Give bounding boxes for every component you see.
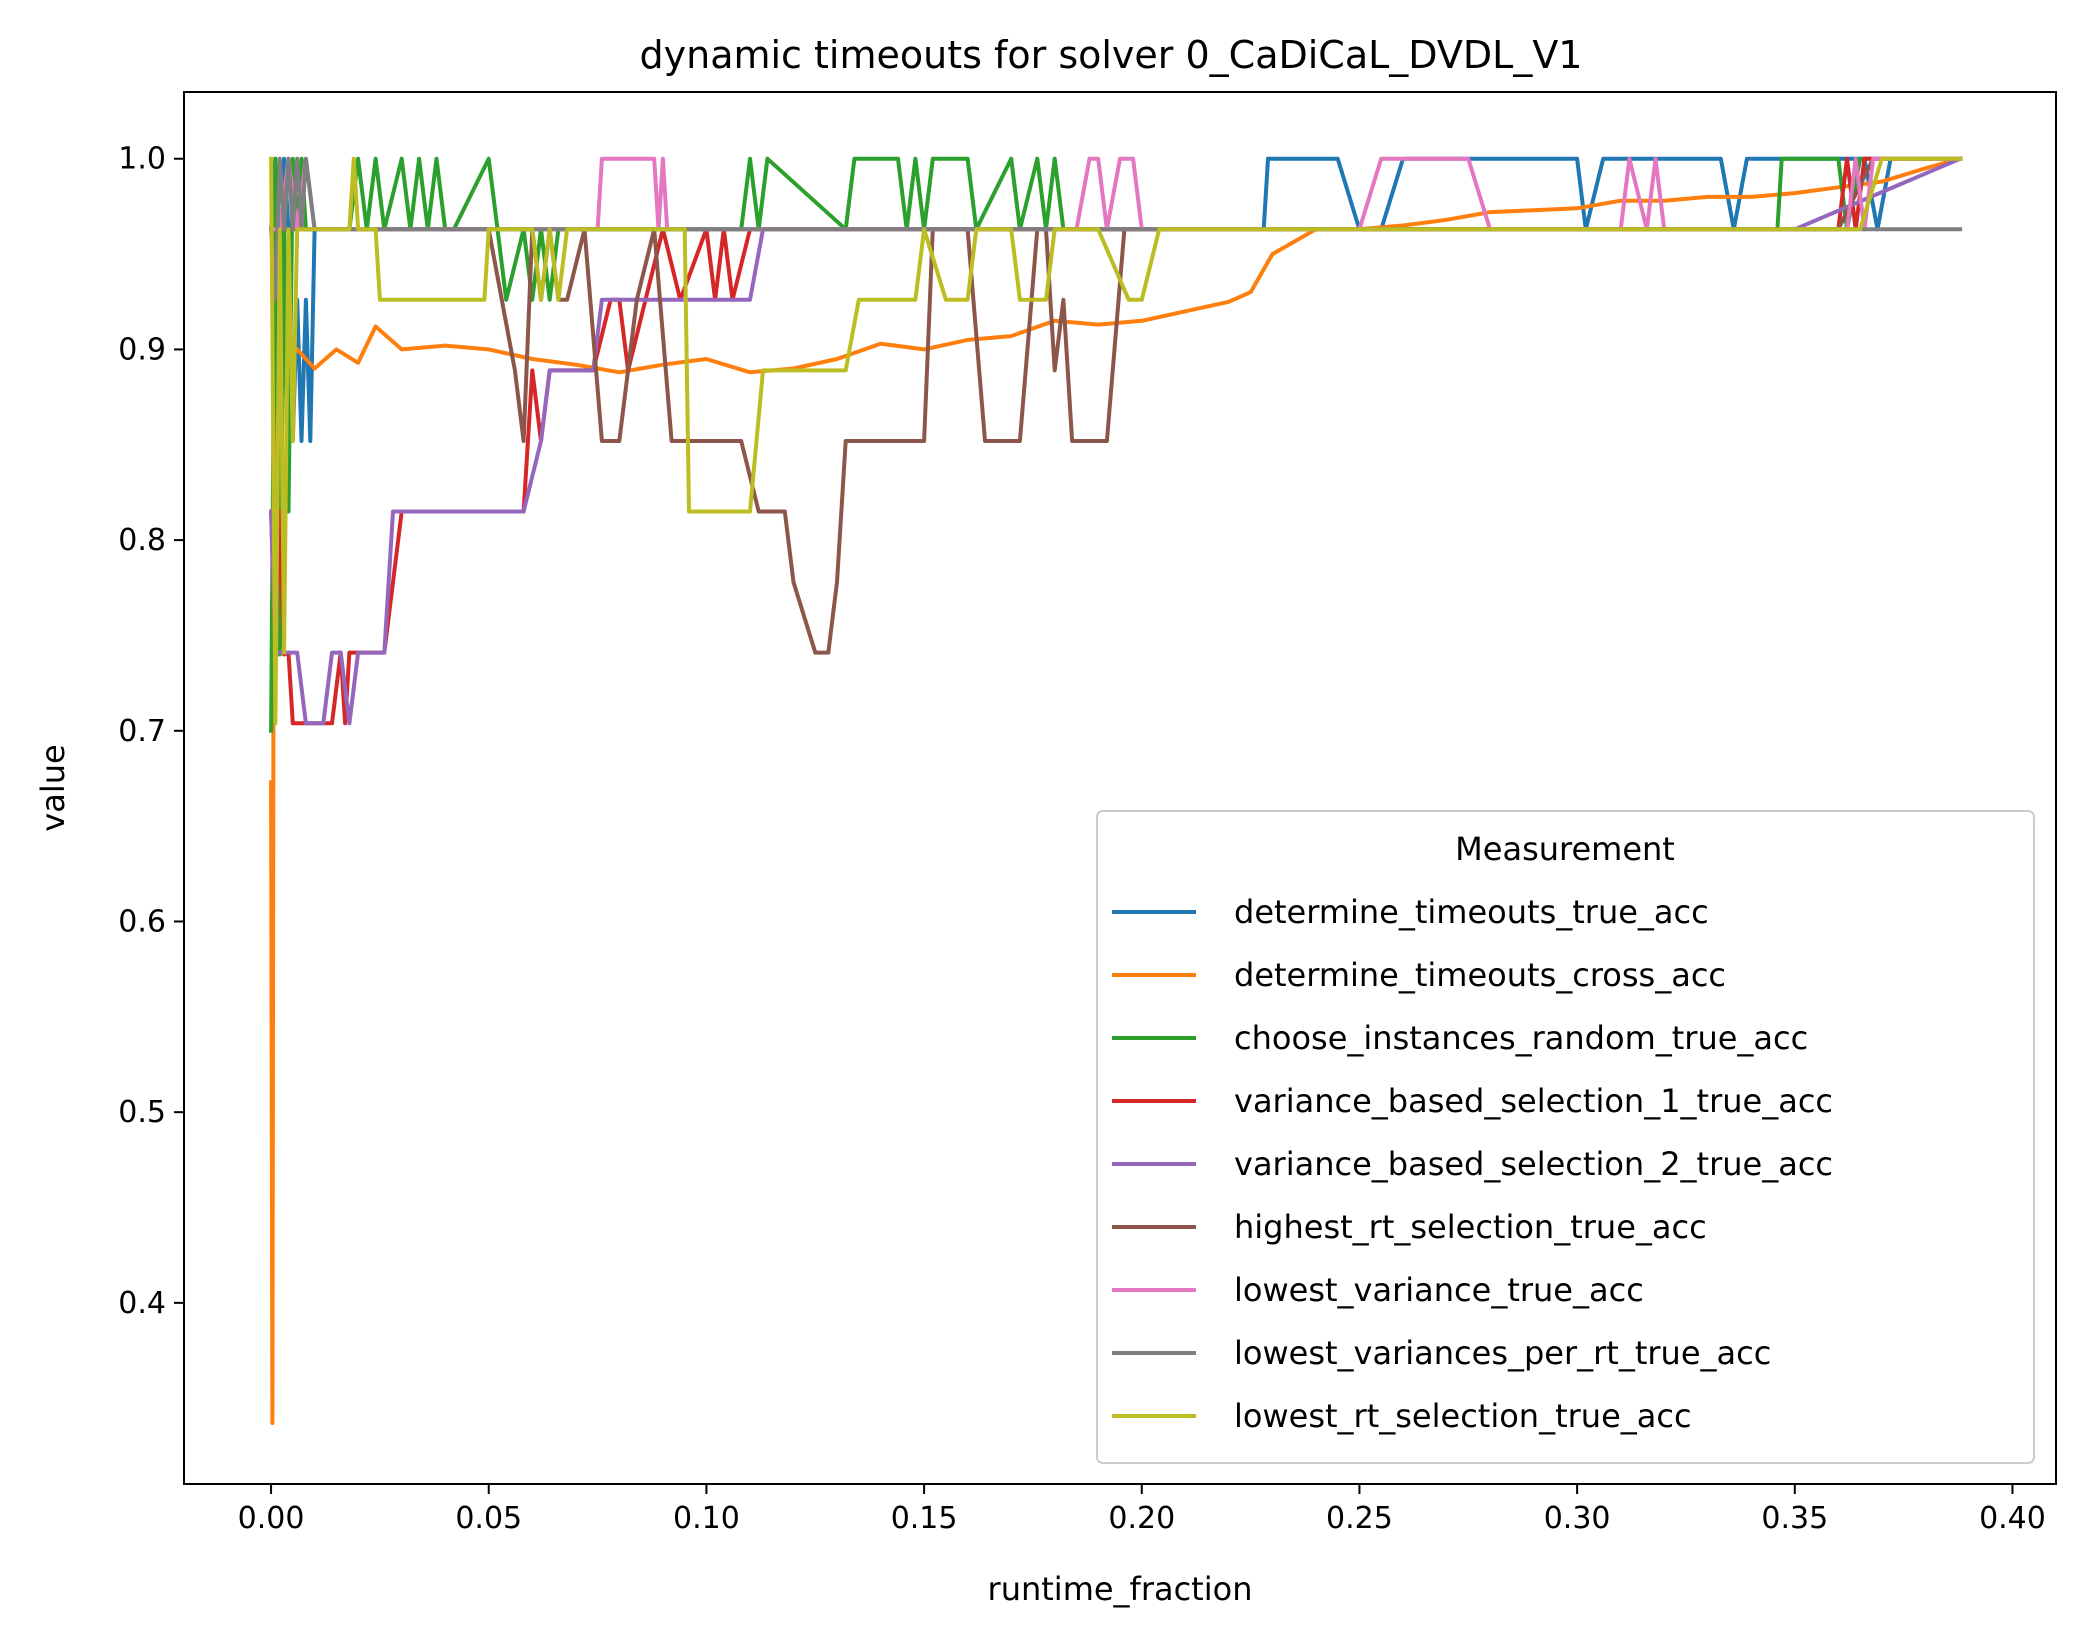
x-tick-label: 0.10 xyxy=(673,1501,740,1536)
y-tick-label: 0.4 xyxy=(118,1286,166,1321)
series-line-2 xyxy=(269,156,1963,1425)
x-tick-label: 0.40 xyxy=(1979,1501,2046,1536)
series-line-6 xyxy=(269,156,1963,655)
x-tick-label: 0.35 xyxy=(1761,1501,1828,1536)
x-tick-label: 0.05 xyxy=(455,1501,522,1536)
legend-entry-label: variance_based_selection_2_true_acc xyxy=(1234,1145,1833,1183)
y-axis: 0.4 0.5 0.6 0.7 0.8 0.9 1.0 xyxy=(118,142,184,1321)
series-line-1 xyxy=(268,156,1963,443)
legend-entry-label: highest_rt_selection_true_acc xyxy=(1234,1208,1707,1246)
legend-entry-label: lowest_variance_true_acc xyxy=(1234,1271,1644,1309)
chart-title: dynamic timeouts for solver 0_CaDiCaL_DV… xyxy=(640,33,1583,77)
plot-frame xyxy=(183,91,2057,1485)
x-axis-label: runtime_fraction xyxy=(988,1570,1253,1608)
y-axis-label: value xyxy=(34,744,72,831)
series-line-9 xyxy=(269,156,1963,726)
legend-entries: determine_timeouts_true_acc determine_tim… xyxy=(1112,893,1833,1435)
legend-title: Measurement xyxy=(1455,830,1675,868)
x-axis: 0.00 0.05 0.10 0.15 0.20 0.25 0.30 0.35 0.40 xyxy=(238,1484,2046,1536)
legend-entry-label: lowest_rt_selection_true_acc xyxy=(1234,1397,1692,1435)
x-tick-label: 0.15 xyxy=(891,1501,958,1536)
x-tick-label: 0.00 xyxy=(238,1501,305,1536)
y-tick-label: 0.7 xyxy=(118,714,166,749)
legend-entry-label: determine_timeouts_cross_acc xyxy=(1234,956,1726,994)
legend-box xyxy=(1096,810,2035,1464)
y-tick-label: 1.0 xyxy=(118,142,166,177)
legend-entry-label: lowest_variances_per_rt_true_acc xyxy=(1234,1334,1771,1372)
y-tick-label: 0.8 xyxy=(118,523,166,558)
series-lines xyxy=(268,156,1963,1425)
legend-entry-label: variance_based_selection_1_true_acc xyxy=(1234,1082,1833,1120)
x-tick-label: 0.20 xyxy=(1108,1501,1175,1536)
y-tick-label: 0.5 xyxy=(118,1095,166,1130)
legend-entry-label: determine_timeouts_true_acc xyxy=(1234,893,1709,931)
legend: Measurement determine_timeouts_true_accd… xyxy=(1096,810,2035,1464)
x-tick-label: 0.30 xyxy=(1544,1501,1611,1536)
y-tick-label: 0.9 xyxy=(118,332,166,367)
legend-entry-label: choose_instances_random_true_acc xyxy=(1234,1019,1808,1057)
x-tick-label: 0.25 xyxy=(1326,1501,1393,1536)
y-tick-label: 0.6 xyxy=(118,904,166,939)
